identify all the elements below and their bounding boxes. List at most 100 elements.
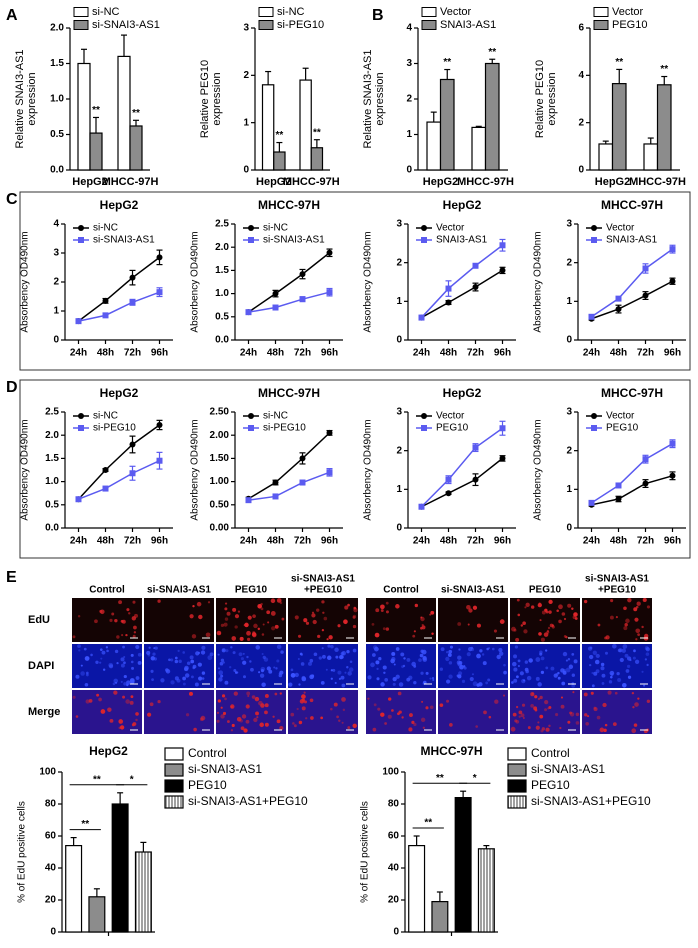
cell-dot — [246, 637, 251, 642]
cell-dot — [623, 606, 627, 611]
cell-dot — [499, 619, 505, 624]
chart-title: MHCC-97H — [258, 198, 320, 212]
cell-dot — [334, 647, 339, 653]
cell-dot — [98, 697, 102, 702]
cell-dot — [130, 653, 134, 657]
x-tick-label: 24h — [413, 348, 430, 359]
cell-dot — [636, 601, 641, 606]
y-tick-label: 0.0 — [215, 335, 229, 346]
cell-dot — [411, 720, 415, 724]
cell-dot — [485, 681, 489, 685]
cell-dot — [624, 623, 628, 627]
cell-dot — [522, 621, 526, 626]
legend-swatch — [421, 20, 437, 30]
cell-dot — [518, 710, 523, 715]
cell-dot — [548, 599, 553, 605]
cell-dot — [374, 632, 380, 638]
cell-dot — [276, 719, 281, 724]
cell-dot — [308, 661, 312, 666]
cell-dot — [276, 659, 280, 663]
error-bar — [276, 141, 283, 153]
y-tick-label: 0.5 — [215, 311, 229, 322]
bar — [439, 78, 455, 171]
cell-dot — [271, 626, 276, 631]
cell-dot — [412, 634, 416, 638]
cell-dot — [414, 603, 419, 608]
cell-dot — [517, 613, 521, 617]
cell-dot — [80, 664, 83, 667]
cell-dot — [487, 678, 491, 682]
x-tick-label: MHCC-97H — [102, 176, 159, 188]
bar — [643, 143, 659, 171]
legend-swatch — [507, 747, 527, 761]
significance-label: ** — [443, 57, 451, 68]
cell-dot — [447, 652, 452, 657]
cell-dot — [481, 653, 485, 656]
error-bar — [93, 116, 99, 134]
x-tick-label: 96h — [151, 348, 168, 359]
cell-dot — [108, 662, 114, 668]
cell-dot — [468, 608, 473, 613]
cell-dot — [123, 656, 126, 659]
y-tick-label: 1.5 — [50, 58, 64, 69]
x-tick-label: 48h — [610, 536, 627, 547]
cell-dot — [225, 649, 229, 653]
cell-dot — [476, 623, 481, 628]
cell-dot — [301, 675, 306, 681]
legend-swatch — [164, 779, 184, 793]
series-line — [420, 244, 503, 319]
marker — [499, 267, 506, 274]
cell-dot — [297, 634, 302, 638]
y-tick-label: 2.5 — [45, 407, 59, 418]
legend-label: si-SNAI3-AS1+PEG10 — [188, 794, 308, 808]
cell-dot — [135, 718, 138, 722]
cell-dot — [604, 723, 608, 727]
marker — [129, 299, 136, 306]
cell-dot — [321, 629, 325, 632]
y-tick-label: 2 — [53, 277, 59, 288]
cell-dot — [120, 680, 123, 683]
y-tick-label: 0 — [393, 927, 399, 938]
cell-dot — [523, 679, 526, 682]
cell-dot — [594, 659, 600, 665]
cell-dot — [273, 666, 276, 669]
series-line — [248, 291, 330, 313]
cell-dot — [470, 647, 475, 652]
cell-dot — [106, 649, 109, 653]
bar — [426, 121, 442, 171]
cell-dot — [393, 663, 396, 666]
cell-dot — [347, 726, 351, 730]
cell-dot — [446, 699, 450, 703]
cell-dot — [336, 715, 339, 719]
cell-dot — [475, 725, 479, 728]
cell-dot — [96, 693, 100, 697]
cell-dot — [382, 627, 386, 631]
cell-dot — [425, 671, 429, 675]
marker — [472, 444, 479, 451]
cell-dot — [420, 671, 424, 675]
cell-dot — [583, 692, 588, 697]
y-tick-label: 3 — [243, 23, 249, 34]
cell-dot — [131, 723, 135, 727]
cell-dot — [130, 660, 134, 664]
cell-dot — [352, 615, 356, 619]
cell-dot — [537, 721, 540, 724]
cell-dot — [641, 625, 644, 629]
y-tick-label: 2 — [578, 117, 584, 128]
error-bar — [602, 140, 609, 144]
cell-dot — [201, 677, 205, 680]
cell-dot — [458, 671, 463, 676]
legend-swatch — [258, 20, 274, 30]
series-line — [248, 432, 331, 500]
legend-marker — [421, 425, 427, 431]
cell-dot — [170, 658, 174, 662]
cell-dot — [339, 654, 344, 660]
x-tick-label: 72h — [637, 536, 654, 547]
cell-dot — [439, 667, 443, 671]
cell-dot — [318, 656, 322, 660]
series-line — [591, 475, 673, 506]
legend-marker — [591, 237, 597, 243]
cell-dot — [234, 625, 238, 629]
cell-dot — [584, 713, 588, 717]
cell-dot — [242, 675, 246, 679]
